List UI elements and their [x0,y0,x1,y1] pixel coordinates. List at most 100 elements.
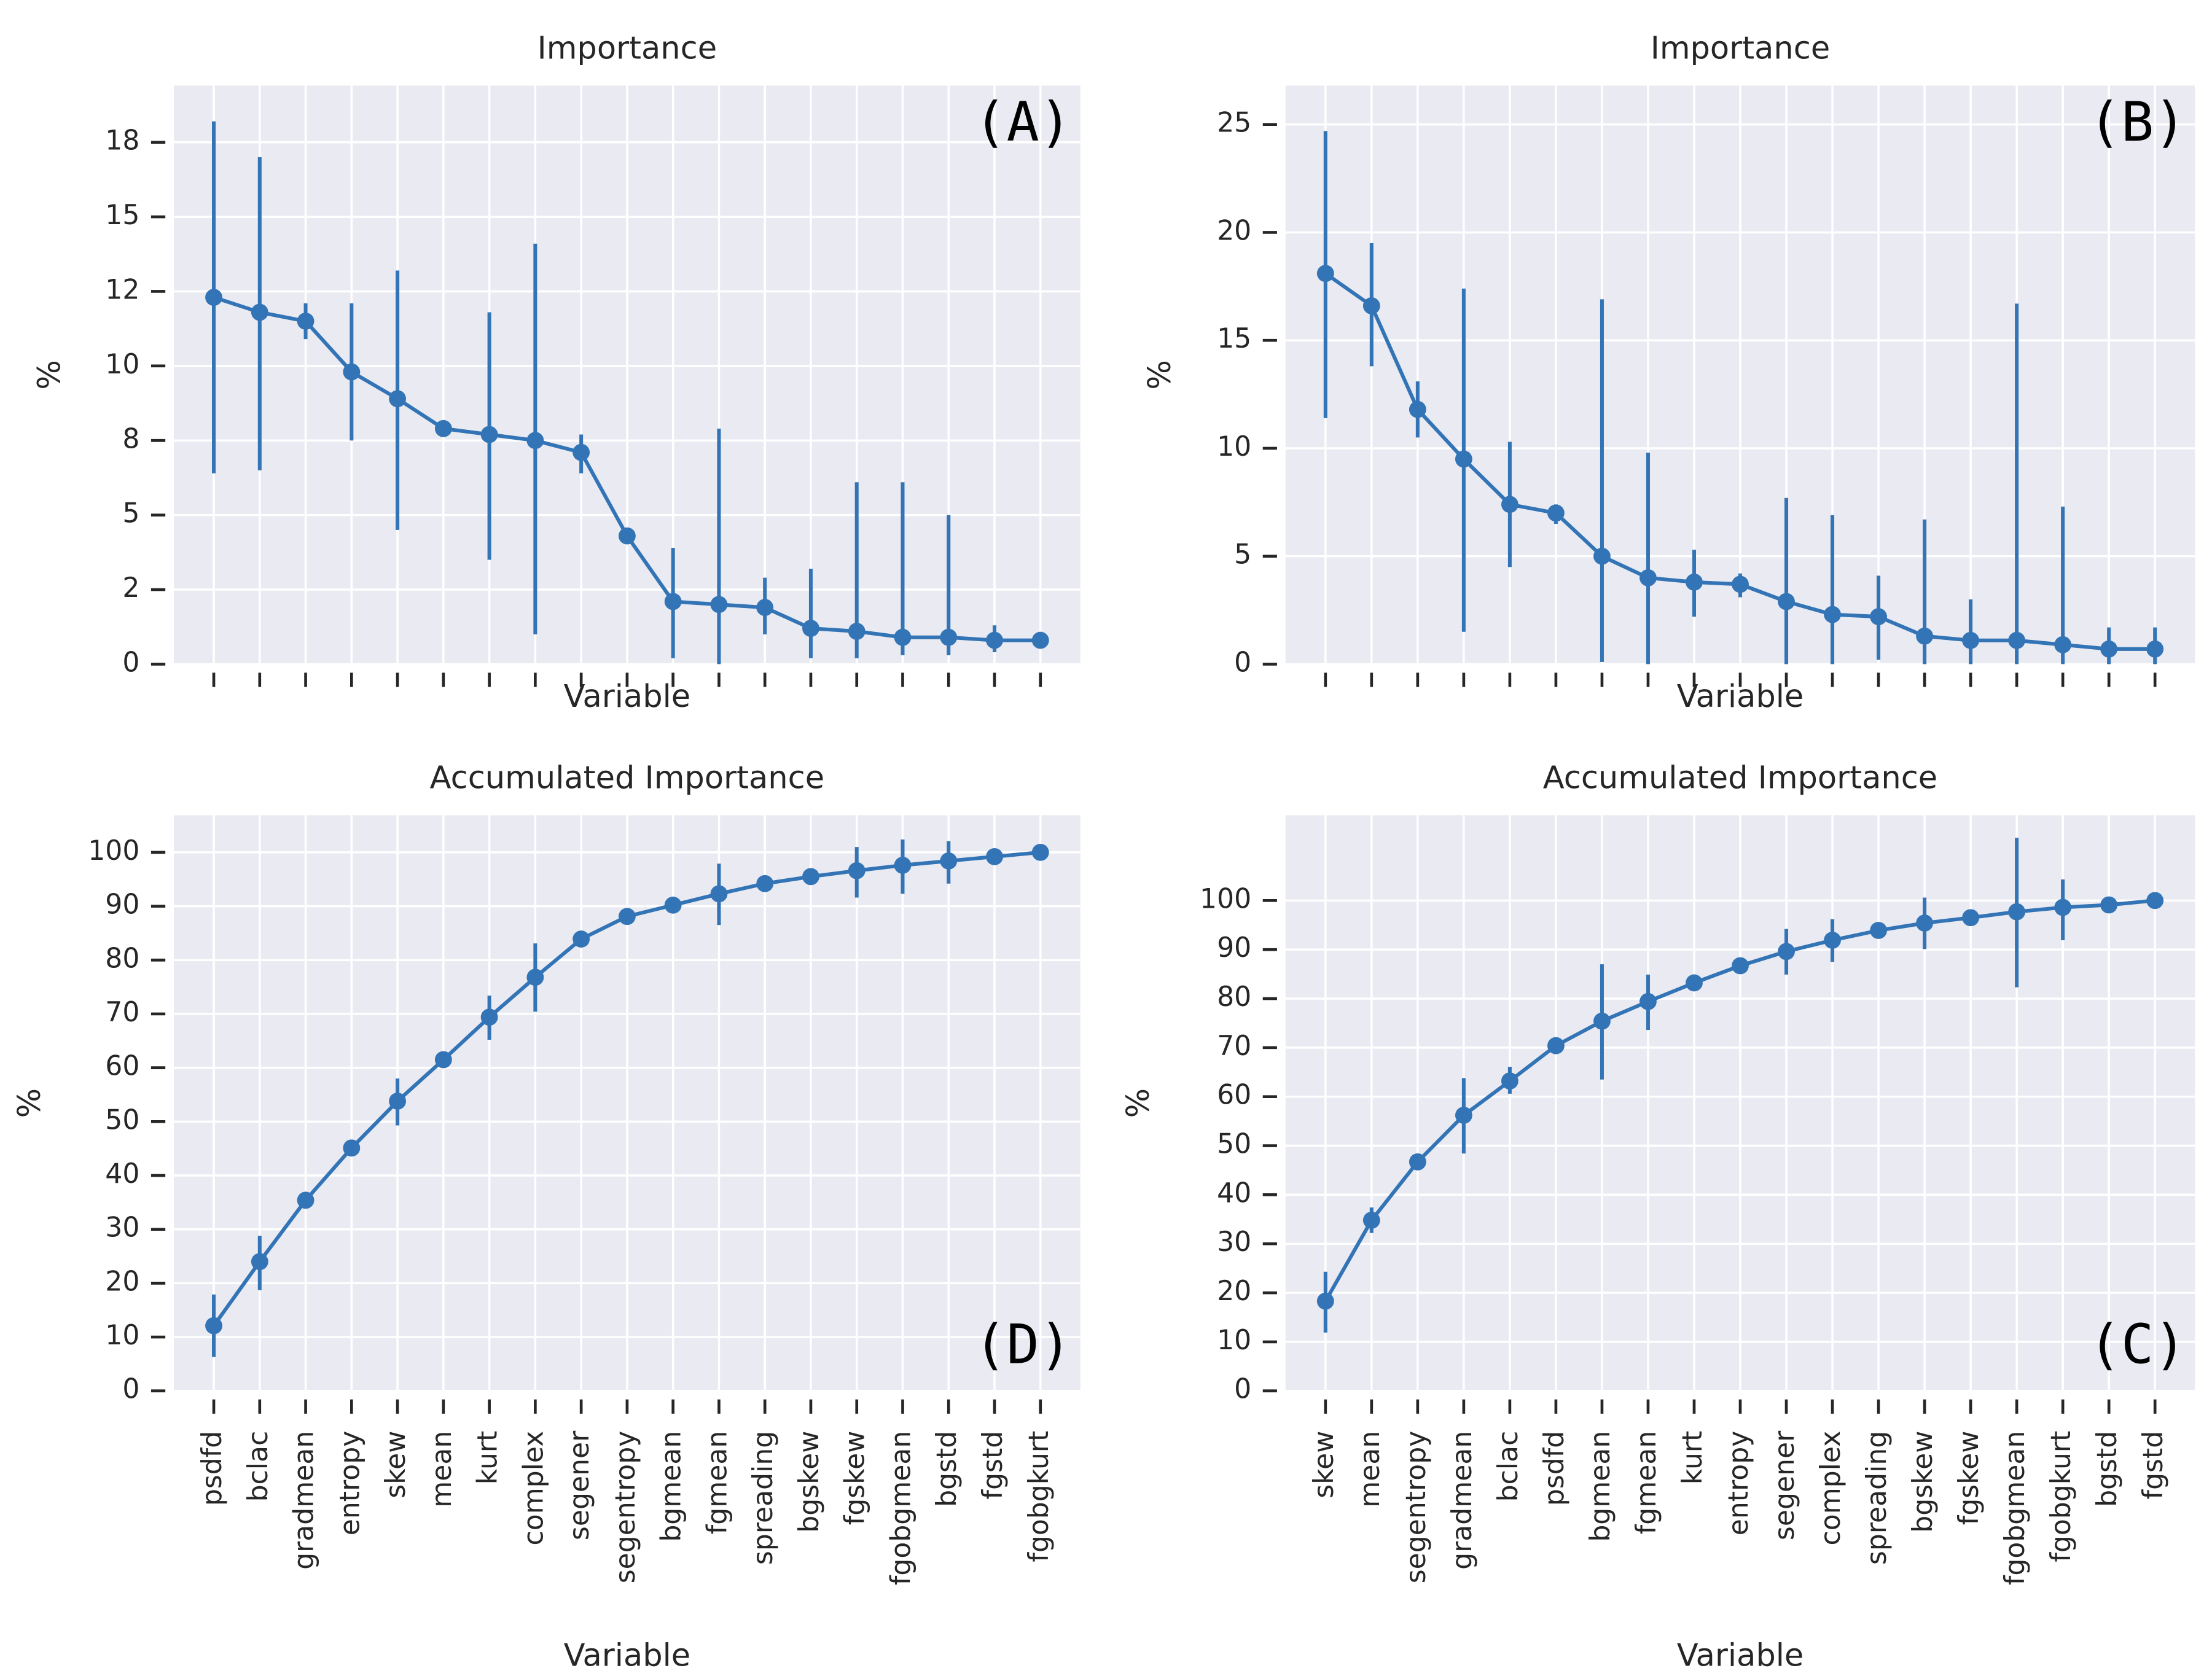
point [618,908,636,926]
x-tick-label: segentropy [1401,1431,1432,1584]
point [986,848,1003,865]
x-axis-label: Variable [564,679,691,715]
x-tick-label: complex [1815,1431,1847,1546]
y-tick-label: 20 [1217,1276,1251,1307]
point [1362,1211,1380,1229]
point [205,289,222,306]
point [1409,400,1426,418]
point [802,868,819,886]
y-tick-label: 100 [88,835,139,867]
point [434,419,452,437]
x-tick-label: fgmean [1631,1431,1662,1535]
point [1824,932,1841,949]
point [2146,892,2164,910]
point [1916,914,1934,932]
y-tick-label: 18 [105,125,139,157]
y-axis-label: % [1120,1088,1157,1118]
y-axis-label: % [12,1088,48,1118]
y-tick-label: 90 [1217,932,1251,964]
x-tick-label: fgobgmean [885,1431,916,1585]
x-tick-label: bgskew [794,1431,825,1533]
point [1316,265,1334,283]
point [1455,1107,1472,1124]
y-tick-label: 30 [1217,1226,1251,1258]
y-tick-label: 5 [122,498,139,529]
point [894,857,912,874]
point [480,1008,498,1026]
point [1547,504,1565,522]
point [1686,573,1703,591]
x-tick-label: segener [1769,1430,1800,1540]
x-axis-label: Variable [1677,1638,1804,1674]
point [251,1253,268,1271]
point [1778,943,1795,961]
point [2146,640,2164,658]
y-tick-label: 20 [105,1266,139,1297]
y-tick-label: 70 [105,997,139,1028]
point [1639,569,1657,587]
x-tick-label: bgskew [1907,1431,1939,1533]
y-tick-label: 15 [105,200,139,231]
panel-label: (A) [974,90,1072,154]
y-tick-label: 5 [1234,539,1251,571]
y-tick-label: 10 [105,1320,139,1351]
point [2054,898,2072,916]
point [756,875,774,892]
panel-label: (B) [2089,90,2186,154]
x-tick-label: mean [426,1431,458,1508]
x-tick-label: complex [518,1431,549,1546]
point [986,631,1003,649]
point [664,593,682,610]
point [1547,1037,1565,1054]
point [1031,631,1049,649]
y-tick-label: 60 [105,1051,139,1082]
x-tick-label: bclac [243,1431,274,1502]
point [802,620,819,637]
point [848,862,866,879]
point [343,363,361,381]
point [1962,631,1980,649]
x-tick-label: bclac [1493,1431,1524,1502]
chart-title: Importance [537,30,717,66]
x-axis-label: Variable [1677,679,1804,715]
x-tick-label: fgskew [840,1431,871,1526]
point [389,390,407,408]
point [389,1093,407,1110]
point [1501,496,1518,513]
point [1455,450,1472,468]
point [1593,547,1611,565]
point [2008,631,2026,649]
point [710,885,728,903]
y-axis-label: % [32,360,68,390]
y-tick-label: 10 [1217,431,1251,462]
point [756,599,774,617]
point [1732,957,1749,975]
panel-label: (D) [974,1313,1072,1376]
point [1593,1012,1611,1030]
point [1916,627,1934,645]
point [343,1139,361,1157]
x-tick-label: psdfd [197,1431,228,1506]
x-tick-label: segentropy [610,1431,641,1584]
point [1778,593,1795,610]
point [1409,1153,1426,1171]
x-tick-label: skew [1308,1431,1340,1499]
x-tick-label: fgobgkurt [2046,1431,2077,1562]
x-tick-label: mean [1354,1431,1386,1508]
x-tick-label: fgstd [2138,1431,2169,1500]
chart-title: Importance [1651,30,1830,66]
x-tick-label: fgskew [1953,1431,1985,1526]
point [573,443,590,461]
x-tick-label: gradmean [1447,1431,1478,1570]
y-tick-label: 15 [1217,323,1251,354]
y-tick-label: 30 [105,1212,139,1244]
x-tick-label: fgmean [702,1431,733,1535]
y-axis-label: % [1142,360,1178,390]
x-tick-label: bgmean [1585,1431,1616,1542]
point [1501,1072,1518,1090]
point [1031,843,1049,861]
point [1362,297,1380,314]
point [1870,922,1887,939]
